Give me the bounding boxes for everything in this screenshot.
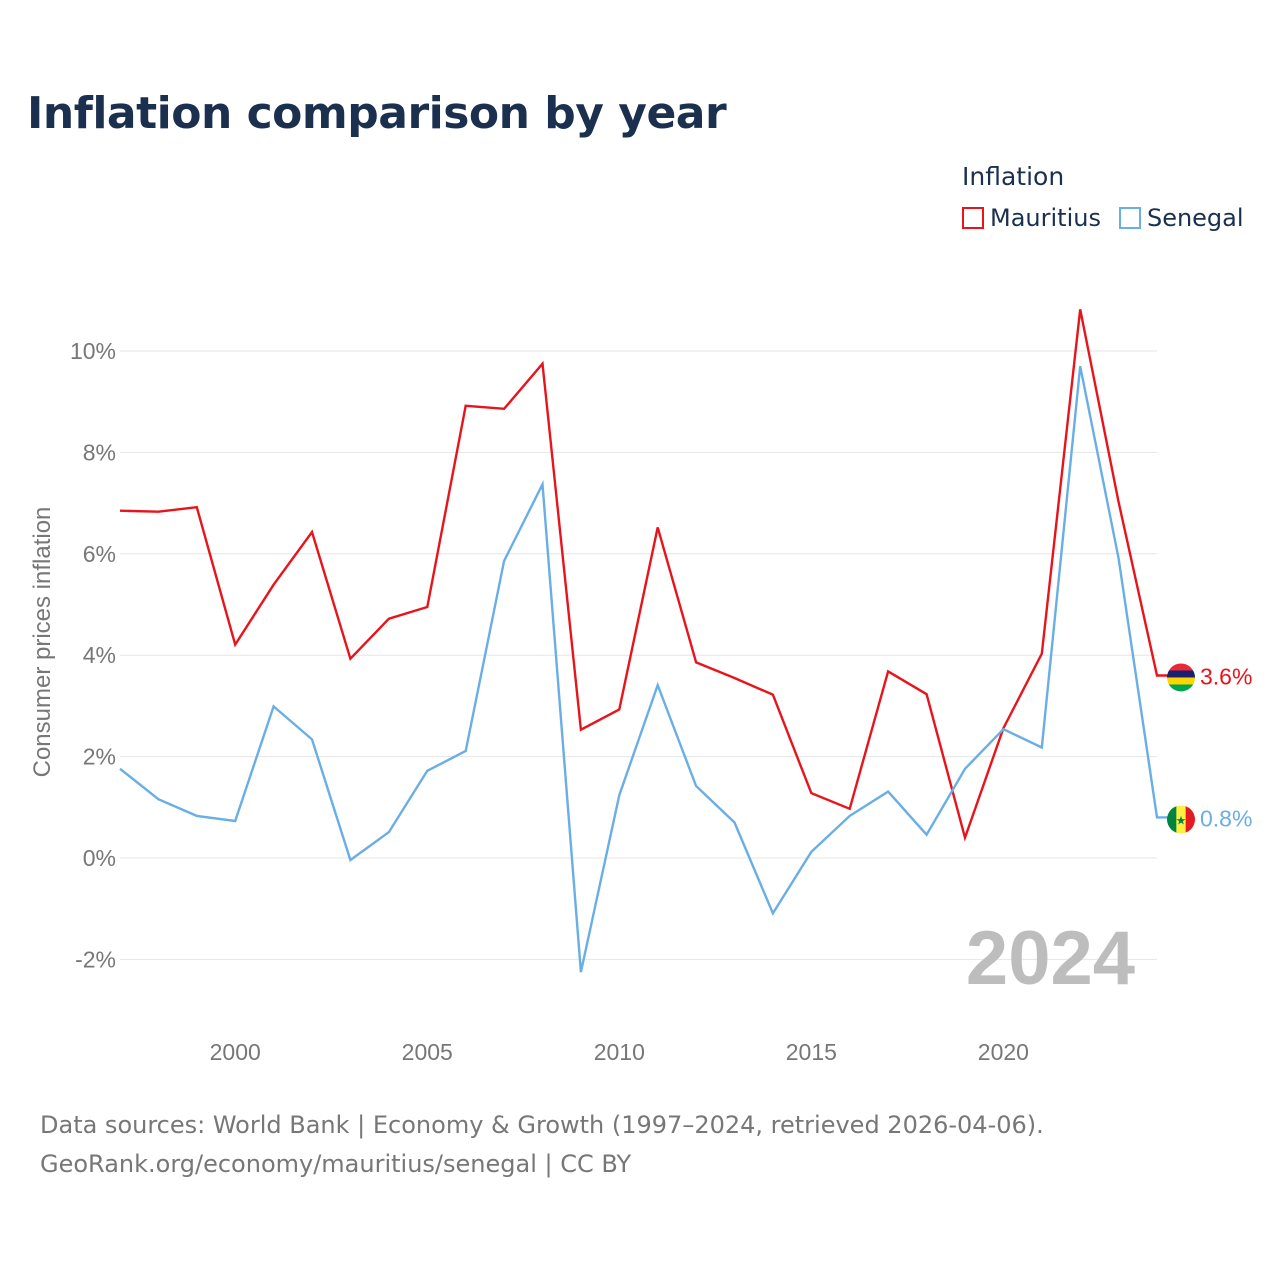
year-watermark: 2024: [966, 916, 1135, 1001]
source-line-1: Data sources: World Bank | Economy & Gro…: [40, 1111, 1044, 1139]
end-markers: 3.6% ★ 0.8%: [1167, 663, 1252, 834]
legend-heading: Inflation: [962, 162, 1065, 191]
svg-text:★: ★: [1176, 813, 1187, 827]
legend-swatch-senegal: [1118, 207, 1141, 229]
y-axis-title: Consumer prices inflation: [29, 507, 56, 778]
chart-title: Inflation comparison by year: [27, 88, 727, 139]
series-line-senegal[interactable]: [119, 365, 1182, 973]
y-tick-label: 8%: [83, 439, 116, 465]
y-tick-label: 2%: [83, 744, 116, 770]
y-tick-label: 6%: [83, 541, 116, 567]
x-tick-label: 2005: [402, 1039, 453, 1065]
mauritius-flag-icon: [1167, 663, 1195, 692]
senegal-flag-icon: ★: [1167, 805, 1195, 834]
legend-item-mauritius[interactable]: Mauritius: [962, 204, 1101, 232]
x-tick-label: 2020: [978, 1039, 1029, 1065]
legend-swatch-mauritius: [962, 207, 984, 229]
legend-label-mauritius: Mauritius: [990, 204, 1101, 232]
y-axis-tick-labels: -2% 0% 2% 4% 6% 8% 10%: [70, 338, 116, 972]
grid-lines: [120, 350, 1157, 960]
source-note: Data sources: World Bank | Economy & Gro…: [40, 1106, 1044, 1184]
x-tick-label: 2015: [786, 1039, 837, 1065]
x-axis-tick-labels: 2000 2005 2010 2015 2020: [210, 1039, 1029, 1065]
legend-label-senegal: Senegal: [1146, 204, 1244, 232]
source-line-2[interactable]: GeoRank.org/economy/mauritius/senegal | …: [40, 1150, 632, 1178]
legend-item-senegal[interactable]: Senegal: [1118, 204, 1244, 232]
x-tick-label: 2000: [210, 1039, 261, 1065]
x-tick-label: 2010: [594, 1039, 645, 1065]
legend: Mauritius Senegal: [962, 204, 1262, 232]
y-tick-label: -2%: [75, 946, 116, 972]
end-label-senegal: 0.8%: [1200, 805, 1252, 831]
end-label-mauritius: 3.6%: [1200, 663, 1252, 689]
y-tick-label: 0%: [83, 845, 116, 871]
series-lines: [119, 309, 1182, 973]
y-tick-label: 4%: [83, 642, 116, 668]
series-line-mauritius[interactable]: [119, 309, 1182, 842]
y-tick-label: 10%: [70, 338, 116, 364]
